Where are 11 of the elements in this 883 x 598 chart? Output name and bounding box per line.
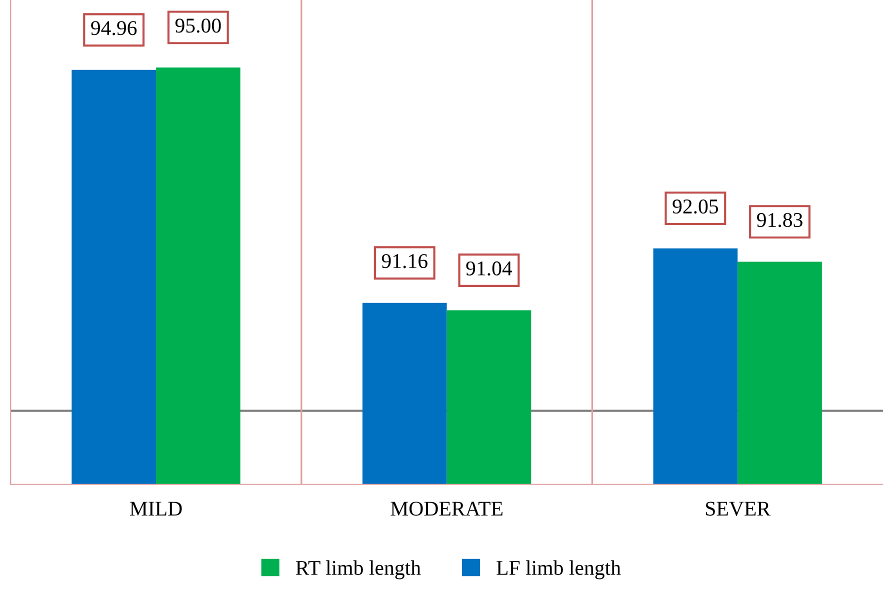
data-label: 92.05	[672, 199, 718, 214]
legend-label: LF limb length	[496, 560, 621, 580]
data-label: 94.96	[91, 21, 137, 36]
x-tick-label: MODERATE	[390, 502, 502, 516]
data-label: 91.83	[757, 212, 802, 228]
data-label: 95.00	[175, 18, 221, 33]
x-tick-label: SEVER	[706, 502, 771, 516]
data-label: 91.16	[382, 254, 428, 268]
data-label: 91.04	[466, 261, 512, 276]
x-tick-label: MILD	[130, 502, 182, 516]
legend-label: RT limb length	[296, 560, 421, 580]
